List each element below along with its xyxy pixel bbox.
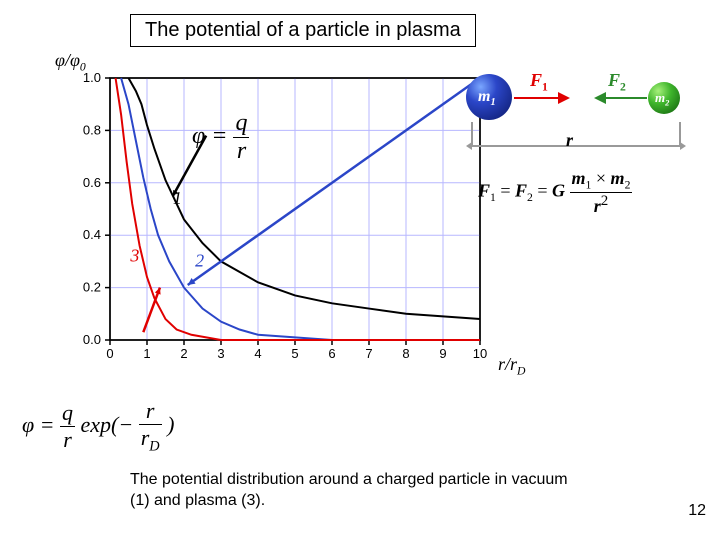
svg-text:0.6: 0.6 bbox=[83, 175, 101, 190]
x-axis-label: r/rD bbox=[498, 354, 525, 378]
page-number: 12 bbox=[688, 502, 706, 520]
svg-text:6: 6 bbox=[328, 346, 335, 361]
formula-coulomb: φ = qr bbox=[192, 110, 249, 165]
potential-chart: 0123456789100.00.20.40.60.81.0123 bbox=[60, 60, 490, 370]
m1-label: m1 bbox=[478, 88, 496, 108]
svg-text:8: 8 bbox=[402, 346, 409, 361]
formula-debye: φ = qr exp(− rrD ) bbox=[22, 398, 174, 455]
r-label: r bbox=[566, 130, 573, 151]
svg-text:1: 1 bbox=[143, 346, 150, 361]
svg-text:0.8: 0.8 bbox=[83, 122, 101, 137]
svg-text:3: 3 bbox=[129, 245, 139, 265]
svg-text:4: 4 bbox=[254, 346, 261, 361]
slide-title: The potential of a particle in plasma bbox=[130, 14, 476, 47]
svg-text:2: 2 bbox=[195, 251, 204, 271]
svg-text:3: 3 bbox=[217, 346, 224, 361]
svg-text:7: 7 bbox=[365, 346, 372, 361]
y-axis-label: φ/φ0 bbox=[55, 50, 86, 74]
svg-text:9: 9 bbox=[439, 346, 446, 361]
svg-text:2: 2 bbox=[180, 346, 187, 361]
svg-text:0.4: 0.4 bbox=[83, 227, 101, 242]
gravity-formula: F1 = F2 = G m1 × m2r2 bbox=[478, 168, 632, 217]
f1-label: F1 bbox=[530, 70, 548, 94]
svg-text:0: 0 bbox=[106, 346, 113, 361]
svg-text:10: 10 bbox=[473, 346, 487, 361]
svg-text:5: 5 bbox=[291, 346, 298, 361]
svg-text:0.2: 0.2 bbox=[83, 280, 101, 295]
f2-label: F2 bbox=[608, 70, 626, 94]
r-distance-marker bbox=[466, 118, 686, 154]
slide-caption: The potential distribution around a char… bbox=[130, 470, 570, 512]
svg-text:0.0: 0.0 bbox=[83, 332, 101, 347]
m2-label: m2 bbox=[655, 90, 669, 108]
